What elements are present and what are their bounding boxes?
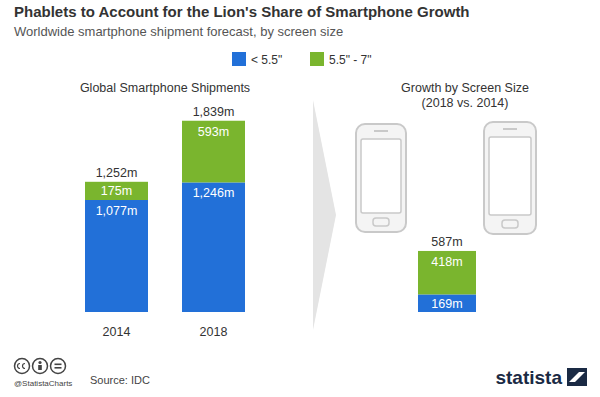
legend-swatch [232,52,246,66]
chart-title: Global Smartphone Shipments [80,81,250,95]
phone-speaker [503,128,517,130]
chart-subtitle: (2018 vs. 2014) [422,96,509,110]
data-label: 169m [431,297,462,311]
license-icon [51,359,66,374]
footer-source: Source: IDC [90,374,150,386]
phone-screen [361,139,401,213]
phone-button [373,218,389,226]
license-glyph [55,364,62,366]
license-icon [15,359,30,374]
bar-segment [182,182,245,312]
data-label: 418m [431,255,462,269]
legend-swatch [310,52,324,66]
data-label: 175m [101,184,132,198]
separator [313,100,336,330]
bar-segment [182,121,245,183]
phone-speaker [374,130,388,132]
chart: Global Smartphone Shipments 1,077m 175m 1,2… [80,81,250,339]
subtitle: Worldwide smartphone shipment forecast, … [14,24,343,39]
legend-label: 5.5" - 7" [329,53,372,67]
license-glyph [38,361,41,364]
brand-logo-icon [567,368,587,386]
phone-icon [356,124,406,232]
x-tick-label: 2018 [200,325,228,339]
license-glyph [55,367,62,369]
title: Phablets to Account for the Lion's Share… [14,3,470,20]
footer: @StatistaCharts Source: IDC statista [14,359,587,389]
data-label: 1,246m [193,186,235,200]
footer-handle: @StatistaCharts [14,379,72,388]
page: {"title": "Phablets to Account for the L… [0,0,600,397]
x-tick-label: 2014 [103,325,131,339]
bar-segment [418,294,476,312]
data-label: 1,077m [96,204,138,218]
total-label: 1,252m [96,166,138,180]
license-glyph [18,364,26,369]
phone-icon [484,122,536,234]
bars [85,121,245,312]
brand-logo-glyph [569,372,585,382]
infographic: Phablets to Account for the Lion's Share… [0,0,600,397]
phone-screen [489,137,531,215]
phone-body [356,124,406,232]
phone-button [502,220,518,228]
total-label: 1,839m [193,105,235,119]
phone-body [484,122,536,234]
license-icon [33,359,48,374]
legend-label: < 5.5" [251,53,282,67]
legend: < 5.5" 5.5" - 7" [232,52,372,67]
chart-title: Growth by Screen Size [401,81,529,95]
bar-segment [85,200,148,312]
bars [418,251,476,312]
license-glyph [38,365,42,370]
total-label: 587m [431,235,462,249]
bar-segment [418,251,476,294]
chart: Growth by Screen Size(2018 vs. 2014) 169m… [401,81,529,312]
bar-segment [85,182,148,200]
labels: 169m 418m 587m [431,235,462,311]
data-label: 593m [198,125,229,139]
brand-logo-text: statista [495,367,562,388]
labels: 1,077m 175m 1,252m 2014 1,246m 593m 1,839m 2018 [96,105,235,339]
